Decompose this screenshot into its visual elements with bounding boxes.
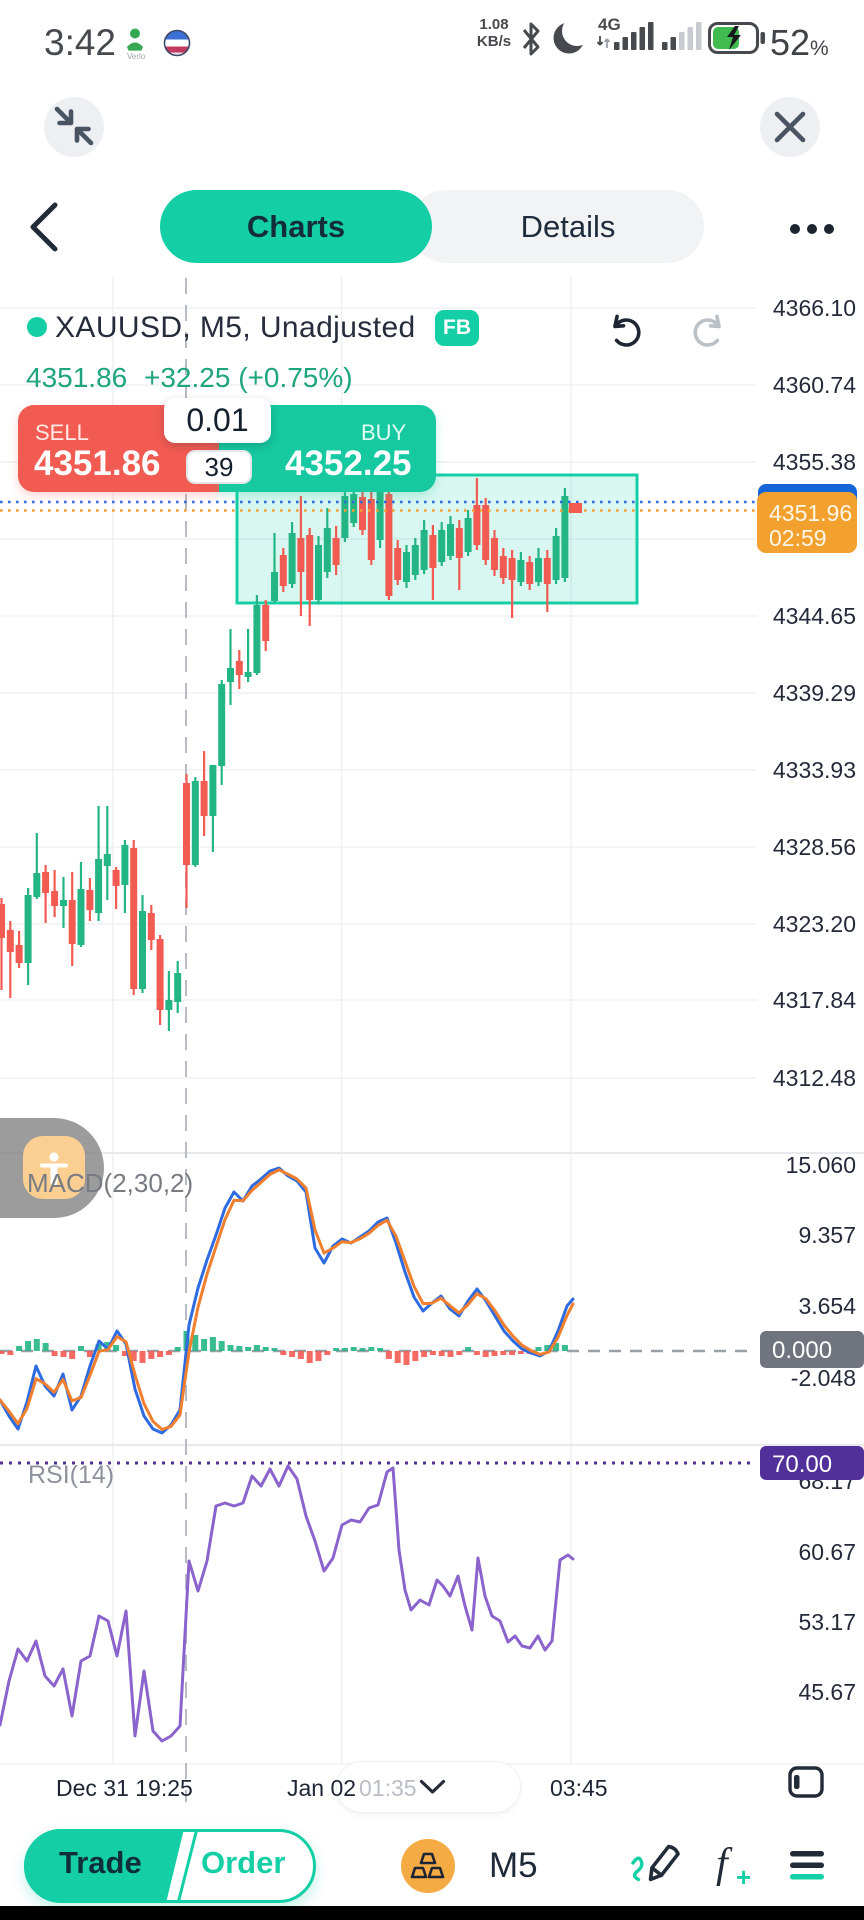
svg-text:4355.38: 4355.38 (773, 449, 856, 475)
svg-text:70.00: 70.00 (772, 1451, 832, 1478)
svg-text:45.67: 45.67 (798, 1679, 856, 1705)
svg-text:4351.96: 4351.96 (769, 500, 852, 526)
svg-text:4366.10: 4366.10 (773, 295, 856, 321)
svg-text:60.67: 60.67 (798, 1539, 856, 1565)
svg-text:4312.48: 4312.48 (773, 1065, 856, 1091)
svg-text:4323.20: 4323.20 (773, 911, 856, 937)
svg-text:4344.65: 4344.65 (773, 603, 856, 629)
svg-text:9.357: 9.357 (798, 1222, 856, 1248)
svg-text:0.000: 0.000 (772, 1337, 832, 1364)
svg-text:4317.84: 4317.84 (773, 987, 856, 1013)
svg-text:02:59: 02:59 (769, 525, 827, 551)
svg-text:Verlo: Verlo (127, 52, 146, 61)
svg-text:-2.048: -2.048 (791, 1365, 856, 1391)
svg-text:4339.29: 4339.29 (773, 680, 856, 706)
svg-text:4360.74: 4360.74 (773, 372, 856, 398)
svg-text:53.17: 53.17 (798, 1609, 856, 1635)
svg-text:4328.56: 4328.56 (773, 834, 856, 860)
svg-text:3.654: 3.654 (798, 1293, 856, 1319)
svg-text:4333.93: 4333.93 (773, 757, 856, 783)
svg-text:15.060: 15.060 (786, 1152, 856, 1178)
